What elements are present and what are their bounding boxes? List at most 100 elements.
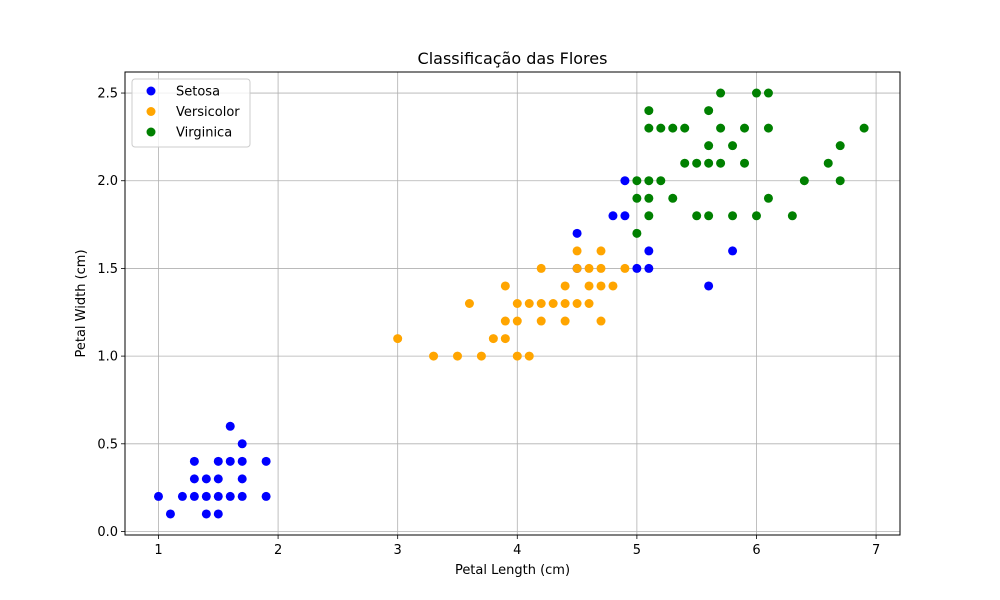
versicolor-point: [596, 316, 606, 326]
versicolor-point: [572, 263, 582, 273]
versicolor-point: [512, 299, 522, 308]
versicolor-point: [584, 299, 594, 308]
y-tick-label: 1.0: [97, 350, 118, 365]
virginica-point: [835, 141, 845, 151]
versicolor-point: [500, 316, 510, 326]
virginica-point: [763, 88, 773, 98]
versicolor-point: [536, 316, 546, 326]
virginica-point: [632, 228, 642, 238]
virginica-point: [799, 176, 809, 186]
virginica-point: [728, 141, 738, 151]
virginica-point: [632, 176, 642, 186]
x-axis-label: Petal Length (cm): [455, 563, 570, 578]
versicolor-point: [620, 263, 630, 273]
y-axis-label: Petal Width (cm): [74, 249, 89, 357]
virginica-point: [704, 106, 714, 116]
setosa-point: [261, 491, 271, 501]
virginica-point: [692, 158, 702, 168]
virginica-point: [680, 158, 690, 168]
versicolor-point: [536, 263, 546, 273]
versicolor-point: [560, 281, 570, 291]
virginica-point: [716, 158, 726, 168]
setosa-point: [237, 474, 247, 484]
setosa-point: [237, 439, 247, 449]
legend-marker-setosa: [146, 86, 156, 96]
versicolor-point: [452, 351, 462, 361]
setosa-point: [644, 246, 654, 256]
setosa-point: [644, 263, 654, 273]
setosa-point: [225, 491, 235, 501]
setosa-point: [189, 456, 199, 466]
versicolor-point: [476, 351, 486, 361]
versicolor-point: [596, 246, 606, 256]
virginica-point: [763, 123, 773, 133]
x-tick-label: 2: [274, 543, 282, 558]
virginica-point: [692, 211, 702, 221]
versicolor-point: [524, 351, 534, 361]
versicolor-point: [572, 299, 582, 308]
virginica-point: [740, 123, 750, 133]
versicolor-point: [500, 334, 510, 344]
versicolor-point: [560, 299, 570, 308]
virginica-point: [656, 123, 666, 133]
chart-title: Classificação das Flores: [418, 49, 608, 68]
legend-box: [131, 78, 251, 148]
x-tick-label: 4: [513, 543, 521, 558]
plot-frame: [124, 71, 901, 536]
versicolor-point: [512, 316, 522, 326]
setosa-point: [225, 421, 235, 431]
virginica-point: [787, 211, 797, 221]
setosa-point: [177, 491, 187, 501]
setosa-point: [237, 456, 247, 466]
virginica-point: [644, 106, 654, 116]
legend-label-virginica: Virginica: [176, 126, 232, 141]
y-tick-label: 2.5: [97, 87, 118, 102]
versicolor-point: [548, 299, 558, 308]
versicolor-point: [536, 299, 546, 308]
virginica-point: [644, 123, 654, 133]
legend-label-setosa: Setosa: [176, 85, 220, 100]
virginica-point: [644, 193, 654, 203]
versicolor-point: [500, 281, 510, 291]
data-points: [153, 88, 869, 519]
y-tick-label: 1.5: [97, 262, 118, 277]
setosa-point: [704, 281, 714, 291]
setosa-point: [237, 491, 247, 501]
legend: Setosa Versicolor Virginica: [131, 78, 251, 148]
x-axis-ticks: 1 2 3 4 5 6 7: [154, 535, 880, 558]
virginica-point: [751, 211, 761, 221]
x-tick-label: 1: [154, 543, 162, 558]
x-tick-label: 3: [394, 543, 402, 558]
versicolor-point: [596, 263, 606, 273]
versicolor-point: [584, 281, 594, 291]
versicolor-point: [524, 299, 534, 308]
virginica-point: [835, 176, 845, 186]
virginica-point: [644, 176, 654, 186]
virginica-point: [704, 141, 714, 151]
versicolor-point: [608, 281, 618, 291]
virginica-point: [668, 123, 678, 133]
setosa-point: [213, 456, 223, 466]
versicolor-point: [429, 351, 439, 361]
virginica-point: [716, 88, 726, 98]
setosa-point: [213, 474, 223, 484]
virginica-point: [728, 211, 738, 221]
virginica-point: [716, 123, 726, 133]
versicolor-point: [464, 299, 474, 308]
virginica-point: [668, 193, 678, 203]
y-tick-label: 2.0: [97, 174, 118, 189]
setosa-point: [201, 491, 211, 501]
versicolor-point: [584, 263, 594, 273]
y-tick-label: 0.5: [97, 437, 118, 452]
versicolor-point: [596, 281, 606, 291]
setosa-point: [165, 509, 175, 519]
setosa-point: [632, 263, 642, 273]
virginica-point: [704, 158, 714, 168]
x-tick-label: 7: [872, 543, 880, 558]
setosa-point: [620, 211, 630, 221]
versicolor-point: [560, 316, 570, 326]
x-tick-label: 5: [633, 543, 641, 558]
setosa-point: [201, 509, 211, 519]
virginica-point: [751, 88, 761, 98]
